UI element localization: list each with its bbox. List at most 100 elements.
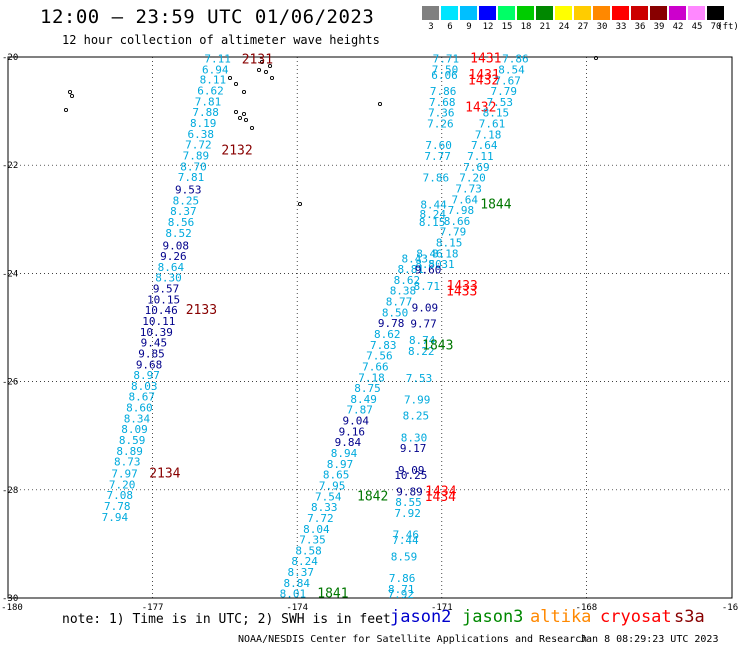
island-outline [67, 89, 73, 95]
wave-height-value: 8.97 [327, 458, 354, 471]
color-swatch [479, 6, 496, 20]
wave-height-value: 8.30 [401, 431, 428, 444]
color-swatch [650, 6, 667, 20]
wave-height-value: 8.11 [200, 74, 227, 87]
wave-height-value: 7.11 [467, 150, 494, 163]
island-outline [256, 67, 262, 73]
satellite-label-jason3: jason3 [462, 607, 524, 627]
color-tick-label: 24 [558, 22, 570, 32]
color-tick-label: 15 [501, 22, 513, 32]
wave-height-value: 8.30 [155, 272, 182, 285]
wave-height-value: 9.17 [400, 442, 427, 455]
wave-height-value: 8.65 [323, 469, 350, 482]
wave-height-value: 9.68 [136, 358, 163, 371]
pass-time-label: 2133 [186, 303, 217, 318]
y-tick-label: -24 [2, 269, 18, 279]
color-tick-label: 27 [577, 22, 589, 32]
wave-height-value: 8.56 [168, 216, 195, 229]
wave-height-value: 7.89 [183, 149, 210, 162]
wave-height-value: 8.31 [428, 258, 455, 271]
footer-timestamp: Jan 8 08:29:23 UTC 2023 [580, 634, 719, 645]
pass-time-label: 1433 [447, 279, 478, 294]
pass-time-label: 1432 [465, 100, 496, 115]
wave-height-value: 7.92 [388, 588, 415, 601]
wave-height-value: 9.85 [138, 347, 165, 360]
wave-height-value: 7.35 [299, 534, 326, 547]
wave-height-value: 7.86 [502, 53, 529, 66]
wave-height-value: 8.94 [331, 447, 358, 460]
wave-height-value: 8.34 [124, 412, 151, 425]
wave-height-value: 7.77 [424, 150, 451, 163]
color-tick-label: 45 [691, 22, 703, 32]
wave-height-value: 7.83 [370, 339, 397, 352]
map-subtitle: 12 hour collection of altimeter wave hei… [62, 33, 380, 47]
color-swatch [669, 6, 686, 20]
color-swatch [612, 6, 629, 20]
wave-height-value: 8.75 [354, 382, 381, 395]
wave-height-value: 8.62 [374, 328, 401, 341]
footer-note: note: 1) Time is in UTC; 2) SWH is in fe… [62, 612, 391, 627]
wave-height-value: 7.71 [433, 53, 460, 66]
wave-height-value: 7.92 [394, 507, 421, 520]
pass-time-label: 1431 [470, 52, 501, 67]
color-swatch [441, 6, 458, 20]
wave-height-value: 8.54 [498, 63, 525, 76]
color-swatch [593, 6, 610, 20]
wave-height-value: 8.71 [388, 583, 415, 596]
island-outline [69, 93, 75, 99]
wave-height-value: 8.97 [133, 369, 160, 382]
wave-height-value: 7.69 [463, 161, 490, 174]
wave-height-value: 7.88 [192, 106, 219, 119]
wave-height-value: 7.67 [494, 74, 521, 87]
wave-height-value: 8.62 [394, 274, 421, 287]
wave-height-value: 8.04 [303, 523, 330, 536]
wave-height-value: 8.46 [416, 247, 443, 260]
wave-height-value: 8.59 [119, 434, 146, 447]
wave-height-value: 9.26 [160, 250, 187, 263]
wave-height-value: 8.89 [116, 445, 143, 458]
island-outline [297, 201, 303, 207]
wave-height-value: 7.99 [404, 393, 431, 406]
y-tick-label: -28 [2, 486, 18, 496]
island-outline [259, 59, 265, 65]
color-swatch [460, 6, 477, 20]
y-tick-label: -30 [2, 594, 18, 604]
wave-height-value: 8.03 [131, 380, 158, 393]
island-outline [233, 81, 239, 87]
x-tick-label: -171 [431, 603, 453, 613]
wave-height-value: 9.16 [339, 425, 366, 438]
color-swatch [631, 6, 648, 20]
island-outline [233, 109, 239, 115]
map-title: 12:00 – 23:59 UTC 01/06/2023 [40, 6, 375, 28]
wave-height-value: 9.45 [141, 337, 168, 350]
wave-height-value: 7.08 [106, 489, 133, 502]
wave-height-value: 7.81 [178, 171, 205, 184]
wave-height-value: 10.15 [147, 293, 180, 306]
wave-height-value: 8.70 [180, 160, 207, 173]
pass-time-label: 1431 [468, 68, 499, 83]
wave-height-value: 8.09 [121, 423, 148, 436]
color-tick-label: 3 [428, 22, 434, 32]
wave-height-value: 8.55 [395, 496, 422, 509]
wave-height-value: 6.94 [202, 63, 229, 76]
wave-height-value: 7.20 [459, 172, 486, 185]
color-swatch [688, 6, 705, 20]
wave-height-value: 7.54 [315, 490, 342, 503]
color-tick-label: 33 [615, 22, 627, 32]
island-outline [249, 125, 255, 131]
island-outline [263, 69, 269, 75]
island-outline [241, 89, 247, 95]
wave-height-value: 8.58 [295, 544, 322, 557]
map-frame [7, 56, 733, 599]
pass-time-label: 1432 [468, 73, 499, 88]
wave-height-value: 8.37 [170, 205, 197, 218]
wave-height-value: 8.64 [158, 261, 185, 274]
satellite-label-altika: altika [530, 607, 592, 627]
wave-height-value: 8.49 [350, 393, 377, 406]
wave-height-value: 8.60 [126, 402, 153, 415]
wave-height-value: 8.50 [415, 258, 442, 271]
color-tick-label: 36 [634, 22, 646, 32]
color-tick-label: 12 [482, 22, 494, 32]
x-tick-label: -177 [142, 603, 164, 613]
